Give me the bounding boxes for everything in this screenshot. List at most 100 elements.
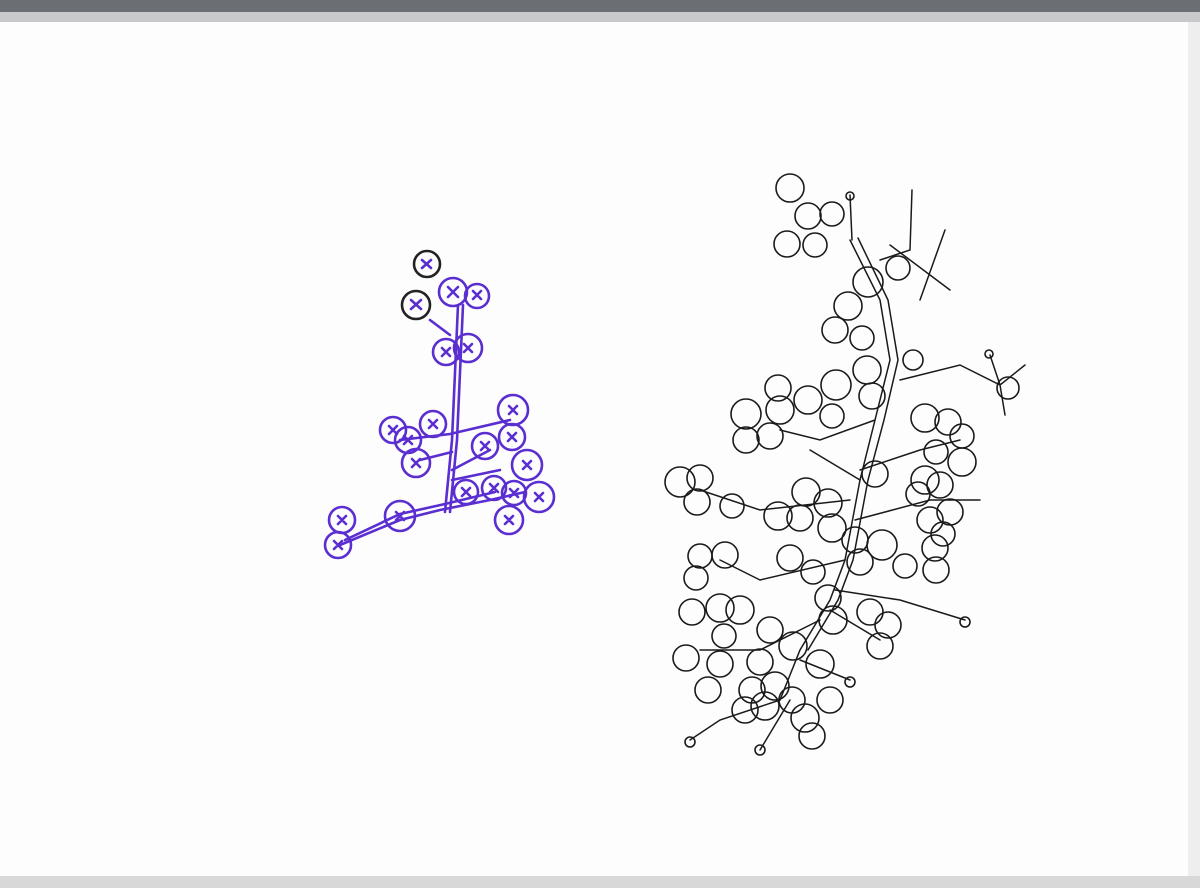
berry: [902, 349, 924, 371]
berry: [683, 565, 709, 591]
berry: [793, 385, 823, 415]
twig: [849, 189, 1026, 416]
bud: [984, 349, 994, 359]
berry: [916, 506, 944, 534]
berry: [892, 553, 918, 579]
berry: [686, 464, 714, 492]
berry: [814, 584, 842, 612]
berry: [756, 422, 784, 450]
berry: [800, 559, 826, 585]
berry: [678, 598, 706, 626]
black-berry-sketch: [664, 173, 1026, 756]
bud: [844, 676, 856, 688]
stem: [398, 418, 512, 442]
berry: [725, 595, 755, 625]
berry: [775, 173, 805, 203]
berry: [866, 632, 894, 660]
berry: [400, 289, 432, 321]
berry: [852, 266, 884, 298]
berry: [866, 529, 898, 561]
berry: [813, 488, 843, 518]
berry: [821, 316, 849, 344]
berry: [664, 466, 696, 498]
berry: [910, 403, 940, 433]
bud: [845, 191, 855, 201]
berry: [431, 337, 461, 367]
berry: [323, 530, 353, 560]
berry: [687, 543, 713, 569]
berry: [760, 671, 790, 701]
berry: [820, 369, 852, 401]
berry: [732, 426, 760, 454]
purple-berry-sketch: [323, 249, 556, 560]
berry: [819, 201, 845, 227]
berry: [463, 282, 491, 310]
bud: [754, 744, 766, 756]
berry: [885, 255, 911, 281]
berry: [746, 648, 774, 676]
berry: [794, 202, 822, 230]
berry: [802, 232, 828, 258]
berry: [470, 431, 500, 461]
berry: [798, 722, 826, 750]
berry: [763, 501, 793, 531]
paper-edge: [0, 12, 1200, 22]
berry: [719, 493, 745, 519]
berry: [400, 447, 432, 479]
berry: [452, 332, 484, 364]
berry: [522, 480, 556, 514]
bud: [959, 616, 971, 628]
berry: [412, 249, 442, 279]
berry: [750, 691, 780, 721]
berry: [947, 447, 977, 477]
berry: [922, 556, 950, 584]
berry: [846, 548, 874, 576]
berry: [378, 415, 408, 445]
berry: [683, 488, 711, 516]
stem: [443, 303, 460, 514]
top-edge: [0, 0, 1200, 12]
berry: [705, 593, 735, 623]
berry: [418, 409, 448, 439]
berry: [816, 686, 844, 714]
berry: [874, 611, 902, 639]
berry: [672, 644, 700, 672]
berry: [756, 616, 784, 644]
berry: [493, 504, 525, 536]
berry: [773, 230, 801, 258]
berry: [923, 439, 949, 465]
stem: [418, 318, 502, 482]
berry-crosses: [332, 258, 545, 551]
berry: [833, 291, 863, 321]
berry: [930, 521, 956, 547]
berry: [905, 481, 931, 507]
berry: [856, 598, 884, 626]
berry: [706, 650, 734, 678]
berry: [934, 408, 962, 436]
berry: [996, 376, 1020, 400]
berry: [711, 623, 737, 649]
berry: [849, 325, 875, 351]
berry: [497, 422, 527, 452]
berry: [694, 676, 722, 704]
berry: [510, 448, 544, 482]
bud: [684, 736, 696, 748]
berry: [778, 631, 808, 661]
berry: [480, 474, 508, 502]
stem: [343, 490, 497, 542]
berry: [921, 534, 949, 562]
berry: [731, 696, 759, 724]
stem: [448, 303, 465, 514]
paper: [0, 22, 1188, 876]
berry: [819, 403, 845, 429]
berry: [500, 479, 528, 507]
berry: [861, 460, 889, 488]
berry: [452, 478, 480, 506]
berry: [818, 605, 848, 635]
berry: [730, 398, 762, 430]
berry: [764, 374, 792, 402]
twig: [689, 419, 981, 751]
berry: [858, 382, 886, 410]
